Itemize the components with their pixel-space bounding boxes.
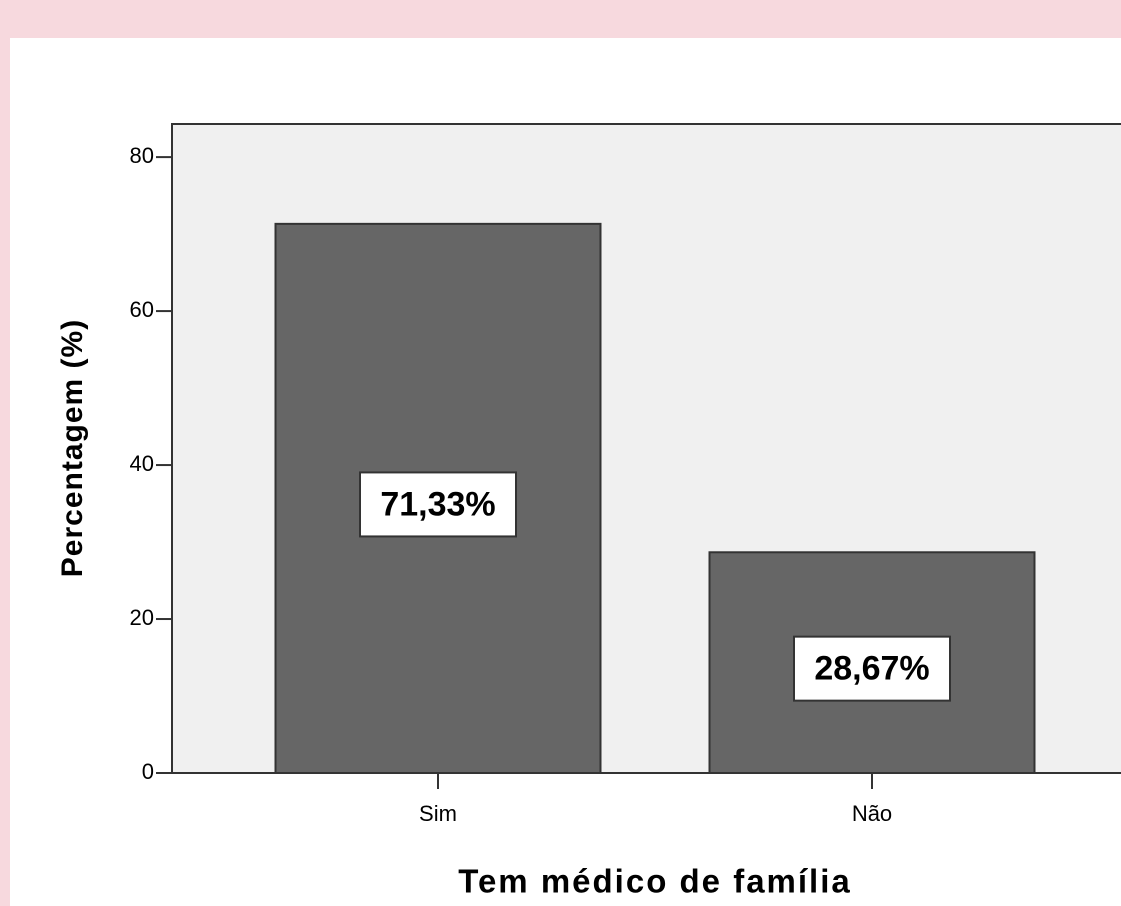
y-tick-label: 80 (130, 143, 154, 168)
y-tick-label: 60 (130, 297, 154, 322)
x-tick-label: Não (852, 801, 892, 826)
x-axis-title: Tem médico de família (458, 863, 852, 900)
y-tick-label: 40 (130, 451, 154, 476)
value-label: 71,33% (380, 485, 495, 523)
value-label-box (359, 471, 517, 538)
value-label-box (793, 635, 951, 702)
y-tick-label: 20 (130, 605, 154, 630)
y-axis-title: Percentagem (%) (56, 319, 89, 577)
x-tick-label: Sim (419, 801, 457, 826)
y-tick-label: 0 (142, 759, 154, 784)
value-label: 28,67% (814, 650, 929, 688)
